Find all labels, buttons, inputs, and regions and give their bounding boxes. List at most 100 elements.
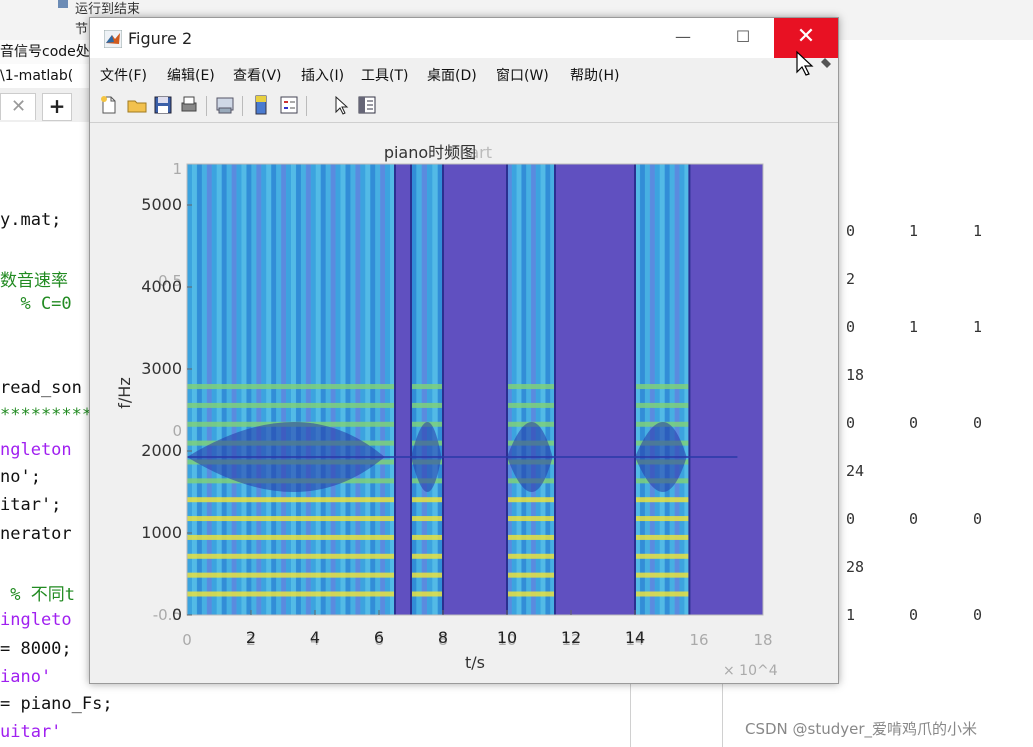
code-line[interactable]: uitar' — [0, 722, 62, 742]
variable-value: 0 — [846, 510, 856, 528]
print-icon[interactable] — [178, 94, 200, 116]
harmonic-band — [507, 572, 555, 578]
x-tick-label: 10 — [497, 628, 517, 647]
spectrum-column — [305, 164, 312, 615]
minimize-button[interactable]: — — [675, 27, 691, 46]
menu-item[interactable]: 编辑(E) — [167, 68, 215, 84]
variable-value: 0 — [846, 414, 856, 432]
code-line[interactable]: ingleto — [0, 610, 72, 630]
harmonic-band — [635, 384, 690, 390]
spectrum-column — [521, 164, 527, 615]
variable-value: 1 — [973, 318, 983, 336]
figure-titlebar[interactable]: Figure 2 — ☐ ✕ — [90, 18, 838, 58]
spectrum-column — [256, 164, 262, 615]
harmonic-band — [507, 516, 555, 522]
harmonic-band — [411, 572, 443, 578]
property-editor-icon[interactable] — [356, 94, 378, 116]
legend-icon[interactable] — [278, 94, 300, 116]
y-tick-label: 0 — [172, 605, 182, 624]
pointer-icon[interactable] — [330, 94, 352, 116]
spectrum-column — [196, 164, 203, 615]
code-line[interactable]: nerator — [0, 524, 72, 544]
spectrum-column — [375, 164, 381, 615]
watermark: CSDN @studyer_爱啃鸡爪的小米 — [745, 720, 978, 738]
spectrum-column — [216, 164, 223, 615]
save-icon[interactable] — [152, 94, 174, 116]
y-tick-label: 2000 — [141, 441, 182, 460]
spectrum-column — [654, 164, 661, 615]
panel-divider — [722, 640, 723, 747]
ghost-y-tick-label: 0 — [172, 422, 182, 440]
variable-value: 18 — [846, 366, 865, 384]
spectrum-column — [411, 164, 417, 615]
harmonic-band — [411, 384, 443, 390]
spectrum-column — [360, 164, 366, 615]
plot-area: -0.5 0 0.5 1 0 2 4 6 8 10 12 14 16 18 Chart 0 1000 2000 3… — [90, 123, 838, 683]
figure-menubar: 文件(F) 编辑(E) 查看(V) 插入(I) 工具(T) 桌面(D) 窗口(W) 帮助(H) — [90, 58, 838, 88]
spectrum-column — [416, 164, 423, 615]
menu-item[interactable]: 桌面(D) — [427, 68, 477, 84]
variable-value: 0 — [909, 510, 919, 528]
open-folder-icon[interactable] — [126, 94, 148, 116]
spectrum-column — [432, 164, 439, 615]
code-line[interactable]: 数音速率 — [0, 271, 68, 291]
menu-item[interactable]: 插入(I) — [301, 68, 345, 84]
variable-value: 1 — [909, 318, 919, 336]
matlab-logo-icon — [104, 30, 122, 48]
code-line[interactable]: read_son — [0, 378, 82, 398]
code-line[interactable]: = piano_Fs; — [0, 694, 113, 714]
code-line[interactable]: ngleton — [0, 440, 72, 460]
harmonic-band — [187, 516, 395, 522]
code-line[interactable]: ********* — [0, 405, 93, 425]
code-line[interactable]: y.mat; — [0, 210, 62, 230]
close-button[interactable]: ✕ — [774, 18, 838, 58]
menu-item[interactable]: 窗口(W) — [496, 68, 549, 84]
spectrum-column — [639, 164, 646, 615]
harmonic-band — [507, 553, 555, 559]
variable-value: 0 — [846, 318, 856, 336]
variable-value: 1 — [846, 606, 856, 624]
link-icon[interactable] — [214, 94, 236, 116]
panel-divider — [630, 640, 631, 747]
menu-item[interactable]: 帮助(H) — [570, 68, 620, 84]
x-tick-label: 4 — [310, 628, 320, 647]
run-to-end-icon[interactable] — [58, 0, 68, 8]
code-line[interactable]: = 8000; — [0, 639, 72, 659]
code-line[interactable]: % C=0 — [0, 294, 72, 314]
menu-item[interactable]: 文件(F) — [100, 68, 147, 84]
x-tick-label: 12 — [561, 628, 581, 647]
x-tick-label: 8 — [438, 628, 448, 647]
spectrum-column — [669, 164, 676, 615]
harmonic-band — [187, 402, 395, 408]
ghost-x-tick-label: 6 — [374, 631, 384, 649]
maximize-button[interactable]: ☐ — [735, 27, 751, 46]
spectrum-column — [286, 164, 292, 615]
colorbar-icon[interactable] — [250, 94, 272, 116]
new-file-icon[interactable] — [98, 94, 120, 116]
code-line[interactable]: iano' — [0, 667, 52, 687]
variable-value: 0 — [909, 606, 919, 624]
figure-title: Figure 2 — [128, 29, 193, 48]
spectrum-column — [246, 164, 252, 615]
harmonic-band — [635, 591, 690, 597]
spectrum-column — [221, 164, 228, 615]
harmonic-band — [411, 497, 443, 503]
ghost-x-tick-label: 4 — [310, 631, 320, 649]
menu-item[interactable]: 工具(T) — [361, 68, 409, 84]
code-line[interactable]: no'; — [0, 467, 41, 487]
x-tick-label: 2 — [246, 628, 256, 647]
code-line[interactable]: % 不同t — [0, 585, 75, 605]
close-tab-icon[interactable]: ✕ — [11, 96, 27, 117]
run-to-end-label[interactable]: 运行到结束 — [75, 2, 141, 17]
spectrum-column — [355, 164, 361, 615]
spectrum-column — [191, 164, 198, 615]
editor-tab[interactable]: ✕ — [0, 93, 36, 120]
add-tab-button[interactable]: + — [42, 93, 72, 121]
spectrum-column — [335, 164, 342, 615]
spectrum-column — [211, 164, 218, 615]
menu-item[interactable]: 查看(V) — [233, 68, 282, 84]
current-folder-path[interactable]: \1-matlab( — [0, 64, 95, 89]
code-editor[interactable]: y.mat; 数音速率 % C=0 read_son ********* ngleton… — [0, 122, 113, 747]
code-line[interactable]: itar'; — [0, 495, 62, 515]
